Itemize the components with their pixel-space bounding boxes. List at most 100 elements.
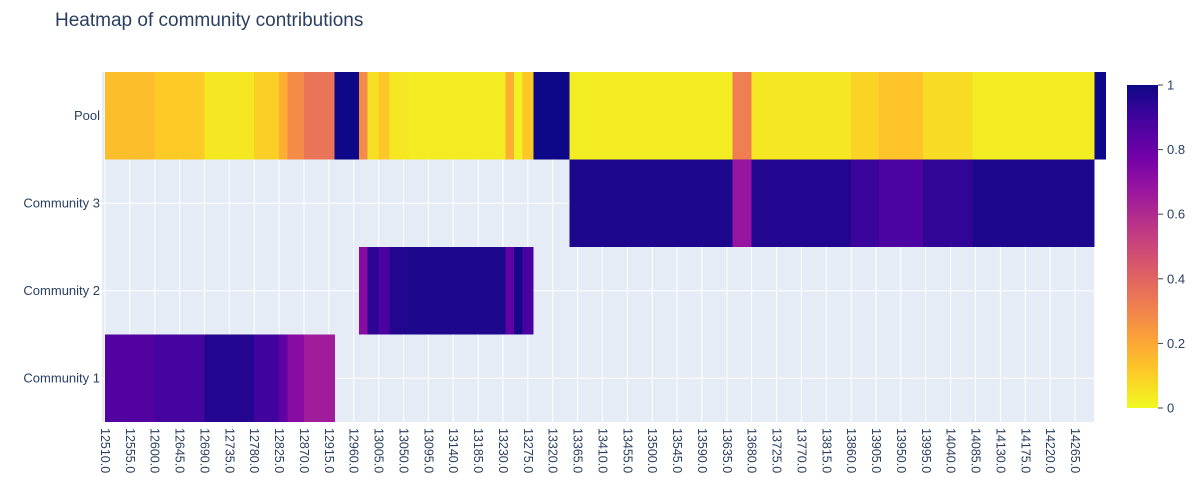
heatmap-cell <box>279 334 288 422</box>
heatmap-cell <box>389 72 410 160</box>
heatmap-cell <box>367 247 379 335</box>
heatmap-cell <box>972 159 1095 247</box>
heatmap-cell <box>972 72 1095 160</box>
heatmap-cell <box>408 247 507 335</box>
colorbar-tick-label: 1 <box>1167 78 1174 93</box>
heatmap-cell <box>751 159 852 247</box>
heatmap-cell <box>254 334 280 422</box>
heatmap-cell <box>522 72 534 160</box>
y-tick-label: Community 3 <box>23 195 100 210</box>
heatmap-cell <box>287 334 305 422</box>
heatmap-cell <box>287 72 305 160</box>
x-tick-label: 13590.0 <box>695 428 709 473</box>
heatmap-cell <box>334 72 360 160</box>
x-tick-label: 13095.0 <box>421 428 435 473</box>
heatmap-cell <box>105 72 156 160</box>
x-tick-label: 13140.0 <box>446 428 460 473</box>
x-tick-label: 13230.0 <box>496 428 510 473</box>
colorbar-tick-label: 0.8 <box>1167 142 1185 157</box>
x-tick-label: 12510.0 <box>98 428 112 473</box>
x-tick-label: 13860.0 <box>844 428 858 473</box>
x-tick-label: 12690.0 <box>197 428 211 473</box>
colorbar-tick-label: 0.4 <box>1167 271 1185 286</box>
colorbar-tick-label: 0.6 <box>1167 207 1185 222</box>
y-tick-label: Pool <box>74 108 100 123</box>
heatmap-cell <box>923 72 974 160</box>
x-tick-label: 13185.0 <box>471 428 485 473</box>
heatmap-cell <box>154 334 205 422</box>
x-tick-label: 12825.0 <box>272 428 286 473</box>
colorbar: 0 0.2 0.4 0.6 0.8 1 <box>1127 78 1185 416</box>
x-tick-label: 13995.0 <box>919 428 933 473</box>
x-tick-label: 14040.0 <box>944 428 958 473</box>
heatmap-cell <box>514 247 523 335</box>
x-tick-label: 12780.0 <box>247 428 261 473</box>
heatmap-cell <box>505 247 515 335</box>
heatmap-cell <box>303 72 335 160</box>
x-tick-label: 14130.0 <box>993 428 1007 473</box>
heatmap-cell <box>303 334 335 422</box>
x-tick-label: 12645.0 <box>173 428 187 473</box>
x-tick-label: 14220.0 <box>1043 428 1057 473</box>
x-tick-label: 13950.0 <box>894 428 908 473</box>
x-tick-label: 13050.0 <box>396 428 410 473</box>
x-tick-label: 13770.0 <box>794 428 808 473</box>
heatmap-cell <box>408 72 507 160</box>
x-tick-label: 12600.0 <box>148 428 162 473</box>
colorbar-gradient <box>1127 85 1158 408</box>
x-tick-label: 12735.0 <box>222 428 236 473</box>
heatmap-cell <box>105 334 156 422</box>
heatmap-cell <box>359 72 368 160</box>
heatmap-cell <box>732 72 753 160</box>
x-tick-label: 12870.0 <box>297 428 311 473</box>
y-tick-label: Community 1 <box>23 370 100 385</box>
x-tick-label: 14085.0 <box>969 428 983 473</box>
heatmap-cell <box>204 334 255 422</box>
heatmap-cell <box>154 72 205 160</box>
heatmap-cell <box>751 72 852 160</box>
heatmap-cell <box>279 72 288 160</box>
heatmap-cell <box>851 72 880 160</box>
heatmap-cell <box>378 72 391 160</box>
x-tick-label: 13365.0 <box>571 428 585 473</box>
x-tick-label: 12555.0 <box>123 428 137 473</box>
heatmap-cell <box>204 72 255 160</box>
x-tick-label: 13680.0 <box>745 428 759 473</box>
x-tick-label: 13905.0 <box>869 428 883 473</box>
heatmap-cell <box>1094 72 1106 160</box>
heatmap-cell <box>732 159 753 247</box>
heatmap-cell <box>878 159 924 247</box>
heatmap-cell <box>522 247 534 335</box>
x-tick-label: 13500.0 <box>645 428 659 473</box>
x-tick-label: 13725.0 <box>770 428 784 473</box>
heatmap-cell <box>378 247 391 335</box>
heatmap-cell <box>569 72 733 160</box>
heatmap-cell <box>505 72 515 160</box>
heatmap-cell <box>367 72 379 160</box>
heatmap-cell <box>851 159 880 247</box>
x-tick-label: 13005.0 <box>372 428 386 473</box>
heatmap-cell <box>533 72 570 160</box>
x-tick-label: 12915.0 <box>322 428 336 473</box>
y-tick-label: Community 2 <box>23 283 100 298</box>
x-tick-label: 13455.0 <box>620 428 634 473</box>
x-tick-label: 14175.0 <box>1018 428 1032 473</box>
x-tick-label: 12960.0 <box>347 428 361 473</box>
x-tick-label: 13815.0 <box>819 428 833 473</box>
x-tick-label: 13635.0 <box>720 428 734 473</box>
colorbar-tick-label: 0 <box>1167 401 1174 416</box>
x-tick-label: 13545.0 <box>670 428 684 473</box>
heatmap-cell <box>389 247 410 335</box>
heatmap-cell <box>514 72 523 160</box>
heatmap-cell <box>569 159 733 247</box>
x-tick-label: 14265.0 <box>1068 428 1082 473</box>
x-tick-label: 13275.0 <box>521 428 535 473</box>
heatmap-cell <box>359 247 368 335</box>
x-tick-label: 13320.0 <box>546 428 560 473</box>
chart-title: Heatmap of community contributions <box>55 10 363 31</box>
heatmap-cell <box>923 159 974 247</box>
colorbar-tick-label: 0.2 <box>1167 336 1185 351</box>
heatmap-cell <box>254 72 280 160</box>
x-tick-label: 13410.0 <box>595 428 609 473</box>
